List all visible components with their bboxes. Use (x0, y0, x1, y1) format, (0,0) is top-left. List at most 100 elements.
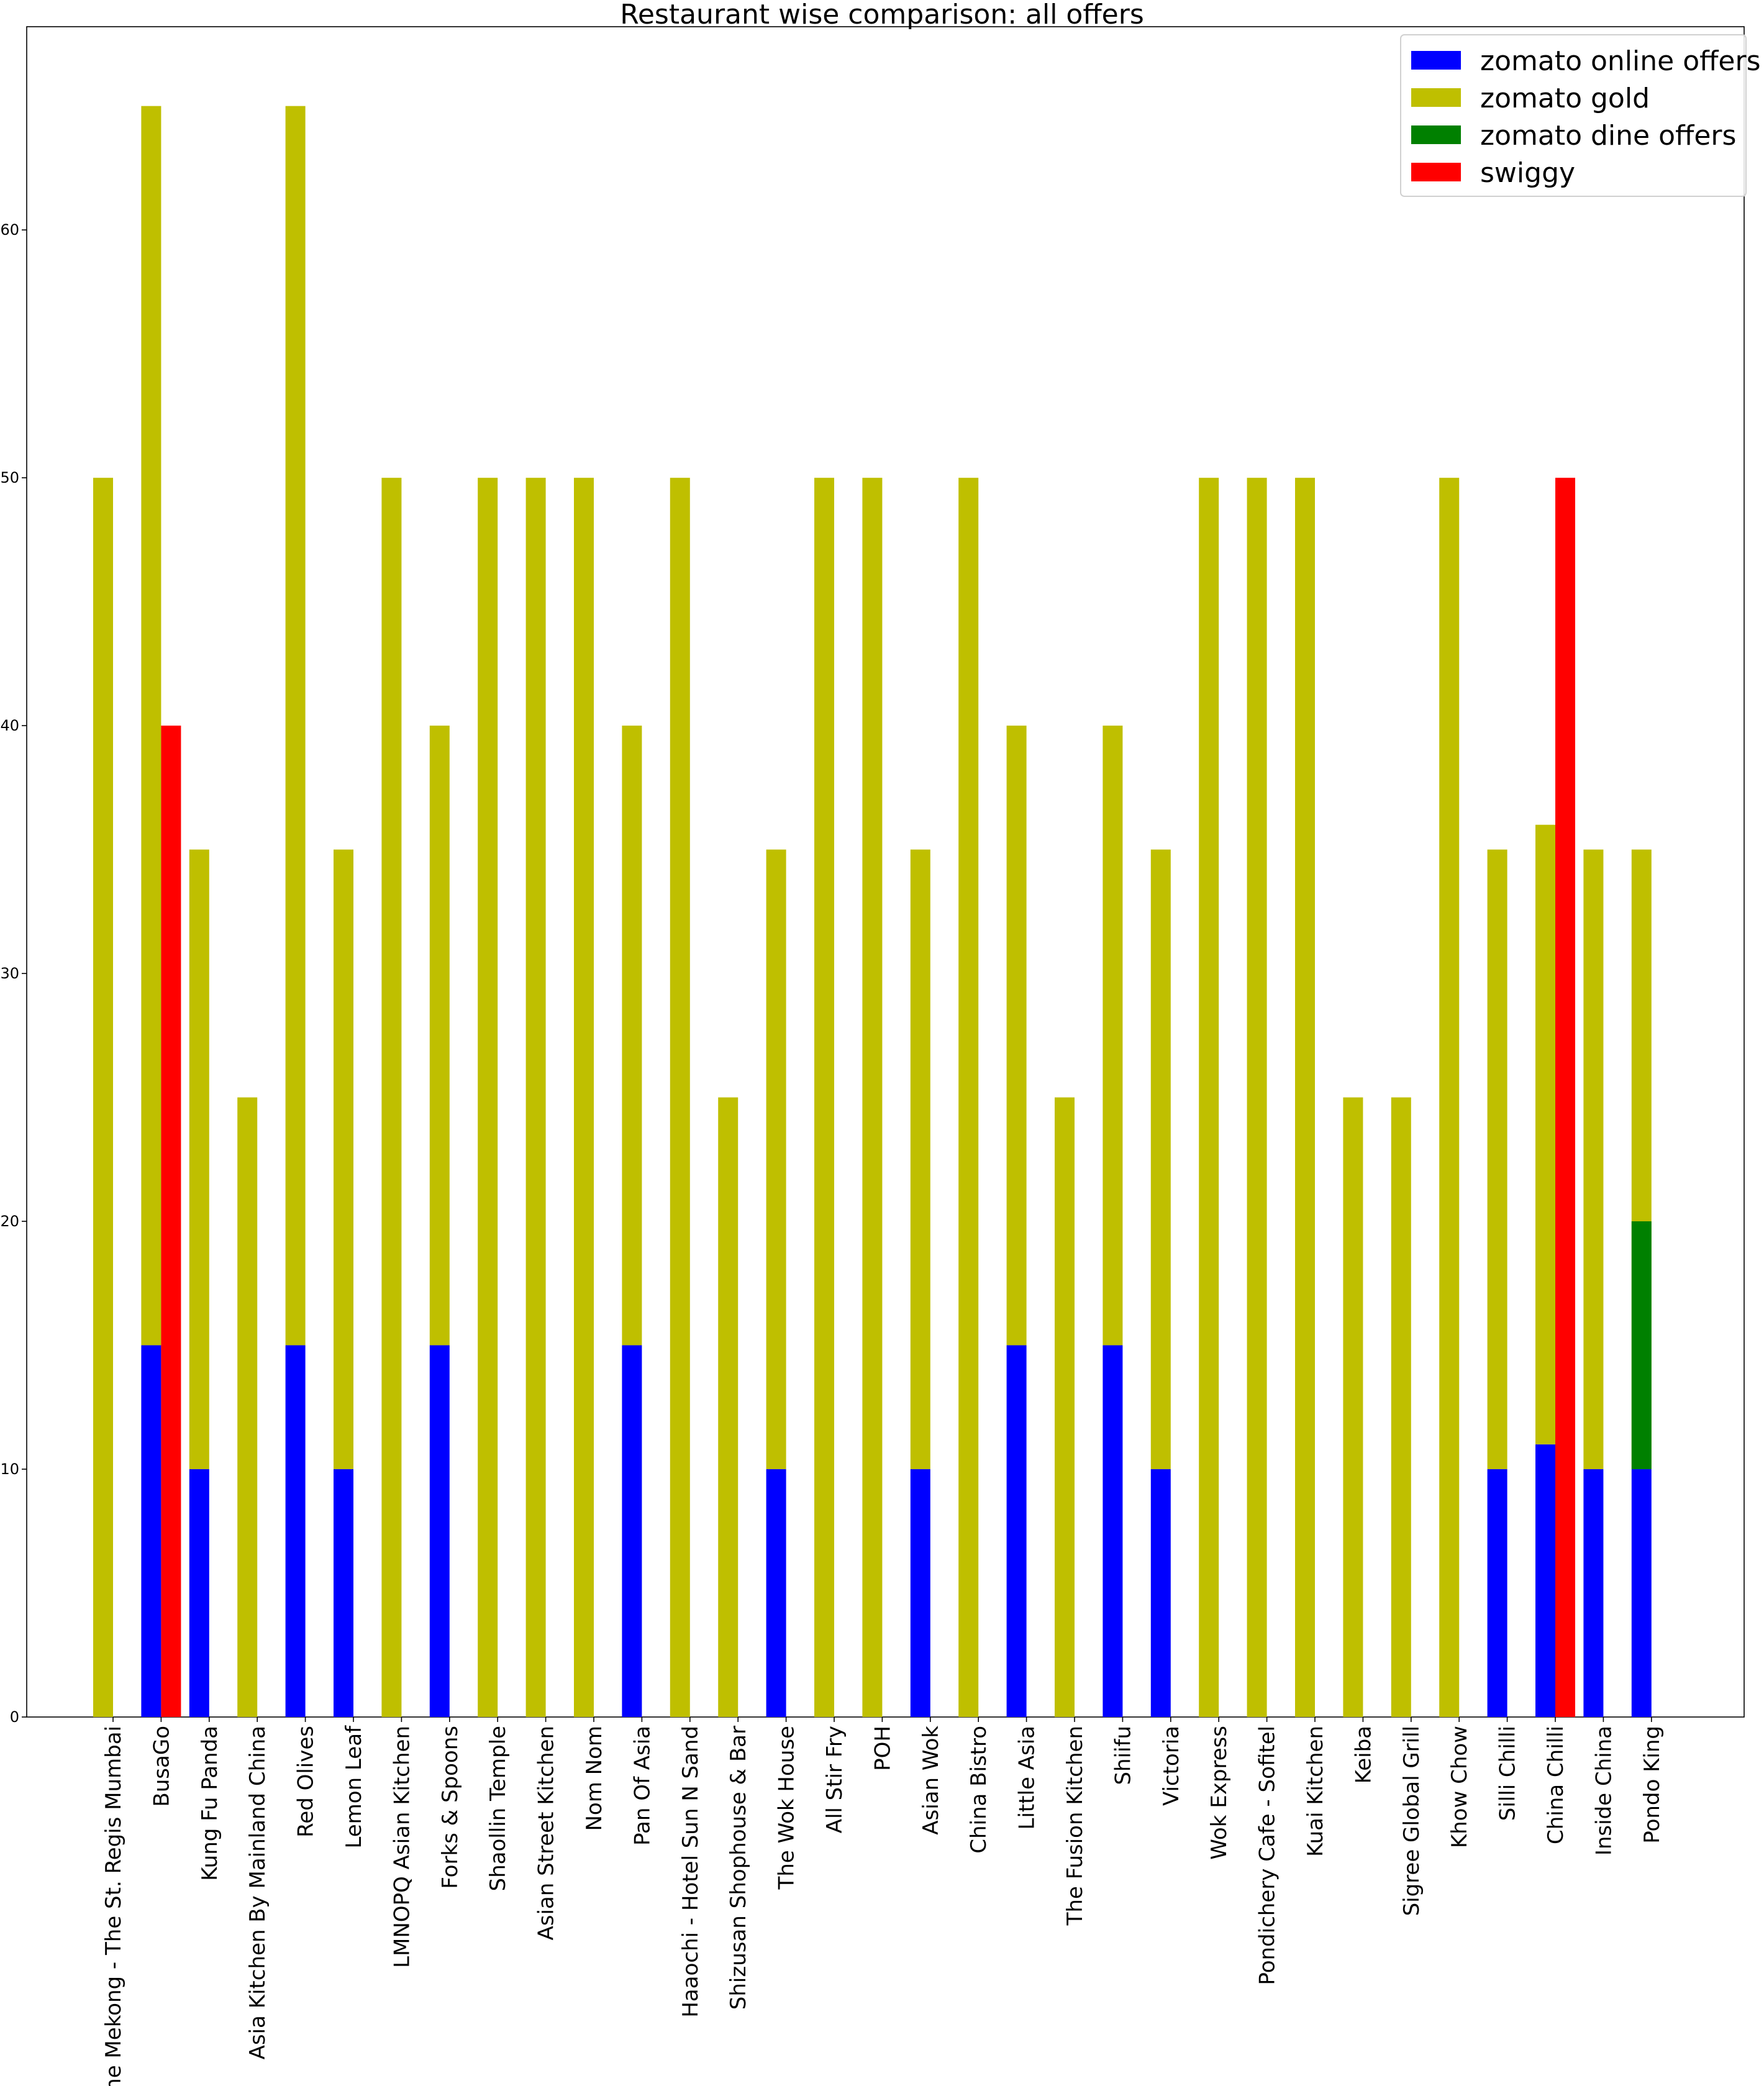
bar-online-offers (1487, 1469, 1507, 1717)
y-tick-label: 10 (0, 1460, 19, 1478)
bar-online-offers (141, 1345, 161, 1717)
bar-gold (381, 478, 402, 1717)
bar-online-offers (189, 1469, 209, 1717)
bar-online-offers (429, 1345, 450, 1717)
bar-gold (1055, 1097, 1075, 1717)
chart-title: Restaurant wise comparison: all offers (620, 0, 1144, 30)
bar-gold (1150, 849, 1171, 1470)
plot-area: 0 10 20 30 40 50 60 By the Mekong - The St. Reg… (0, 26, 1745, 2086)
x-tick-label: Kung Fu Panda (198, 1726, 222, 1881)
x-tick-label: Inside China (1591, 1726, 1616, 1856)
bar-gold (1102, 726, 1123, 1346)
bar-online-offers (622, 1345, 642, 1717)
bar-online-offers (1102, 1345, 1123, 1717)
y-tick-label: 30 (0, 965, 19, 982)
bar-swiggy (1555, 478, 1575, 1717)
legend-swatch (1411, 125, 1461, 144)
bar-dine-offers (1631, 1221, 1652, 1470)
x-tick-label: Asian Wok (919, 1726, 943, 1835)
legend-swatch (1411, 51, 1461, 70)
bar-gold (285, 106, 306, 1346)
x-tick-label: Haaochi - Hotel Sun N Sand (678, 1726, 703, 2018)
y-tick-label: 0 (10, 1708, 19, 1726)
bar-online-offers (334, 1469, 353, 1717)
legend-label: zomato gold (1480, 83, 1650, 114)
x-tick-label: Forks & Spoons (438, 1726, 463, 1889)
x-tick-label: Lemon Leaf (342, 1725, 366, 1849)
bar-gold (429, 726, 450, 1346)
bar-swiggy (161, 726, 181, 1717)
bar-gold (237, 1097, 258, 1717)
bar-gold (718, 1097, 739, 1717)
bar-online-offers (1583, 1469, 1604, 1717)
bar-gold (525, 478, 546, 1717)
x-tick-label: Little Asia (1015, 1726, 1040, 1829)
bar-gold (189, 849, 209, 1470)
x-tick-label: BusaGo (149, 1726, 174, 1807)
bar-gold (1006, 726, 1027, 1346)
bar-online-offers (1150, 1469, 1171, 1717)
bar-gold (1247, 478, 1267, 1717)
bar-online-offers (1535, 1444, 1555, 1717)
x-tick-label: Asian Street Kitchen (534, 1726, 559, 1941)
bar-gold (1199, 478, 1219, 1717)
bar-gold (622, 726, 642, 1346)
bar-online-offers (285, 1345, 306, 1717)
x-tick-label: The Wok House (775, 1726, 799, 1890)
bar-online-offers (1631, 1469, 1652, 1717)
x-tick-label: Pondichery Cafe - Sofitel (1255, 1726, 1280, 1985)
x-tick-label: LMNOPQ Asian Kitchen (389, 1726, 414, 1968)
x-tick-label: Shizusan Shophouse & Bar (726, 1726, 751, 2010)
bar-online-offers (910, 1469, 930, 1717)
x-tick-label: By the Mekong - The St. Regis Mumbai (101, 1726, 126, 2086)
bar-gold (766, 849, 786, 1470)
legend-box (1400, 34, 1747, 197)
y-tick-label: 50 (0, 469, 19, 486)
x-tick-label: Shaollin Temple (486, 1726, 511, 1891)
x-tick-label: Silli Chilli (1496, 1726, 1521, 1821)
legend-swatch (1411, 163, 1461, 181)
bar-gold (1487, 849, 1507, 1470)
bar-gold (958, 478, 979, 1717)
bar-gold (670, 478, 690, 1717)
bar-gold (1583, 849, 1604, 1470)
x-tick-label: Red Olives (294, 1726, 319, 1838)
y-tick-label: 60 (0, 221, 19, 239)
plot-frame (26, 26, 1745, 1718)
x-tick-label: China Bistro (966, 1726, 991, 1854)
bar-gold (574, 478, 594, 1717)
x-tick-label: Pondo King (1640, 1726, 1665, 1844)
x-tick-label: POH (870, 1726, 895, 1771)
bar-online-offers (766, 1469, 786, 1717)
bar-gold (1439, 478, 1460, 1717)
legend: zomato online offers zomato gold zomato di… (1400, 34, 1761, 197)
bar-gold (1343, 1097, 1363, 1717)
bar-gold (1295, 478, 1315, 1717)
bar-gold (478, 478, 498, 1717)
x-tick-label: Pan Of Asia (630, 1726, 655, 1846)
bar-gold (814, 478, 834, 1717)
bar-online-offers (1006, 1345, 1027, 1717)
x-tick-label: Keiba (1351, 1726, 1376, 1783)
x-tick-label: Nom Nom (582, 1726, 607, 1831)
x-tick-label: China Chilli (1543, 1726, 1568, 1844)
x-tick-label: Khow Chow (1447, 1726, 1472, 1848)
y-tick-label: 20 (0, 1213, 19, 1230)
x-tick-label: Victoria (1159, 1726, 1184, 1806)
legend-label: zomato online offers (1480, 45, 1761, 77)
x-tick-label: Kuai Kitchen (1303, 1726, 1328, 1857)
x-tick-label: Shiifu (1111, 1726, 1135, 1785)
x-tick-label: Asia Kitchen By Mainland China (245, 1726, 270, 2059)
x-tick-label: All Stir Fry (822, 1726, 847, 1833)
legend-label: zomato dine offers (1480, 120, 1736, 152)
y-tick-label: 40 (0, 717, 19, 734)
bar-gold (862, 478, 883, 1717)
bar-gold (93, 478, 113, 1717)
bar-gold (910, 849, 930, 1470)
legend-label: swiggy (1480, 157, 1575, 189)
bar-gold (141, 106, 161, 1346)
bar-gold (1535, 824, 1555, 1445)
x-tick-label: Sigree Global Grill (1399, 1726, 1424, 1916)
x-tick-label: Wok Express (1207, 1726, 1232, 1860)
